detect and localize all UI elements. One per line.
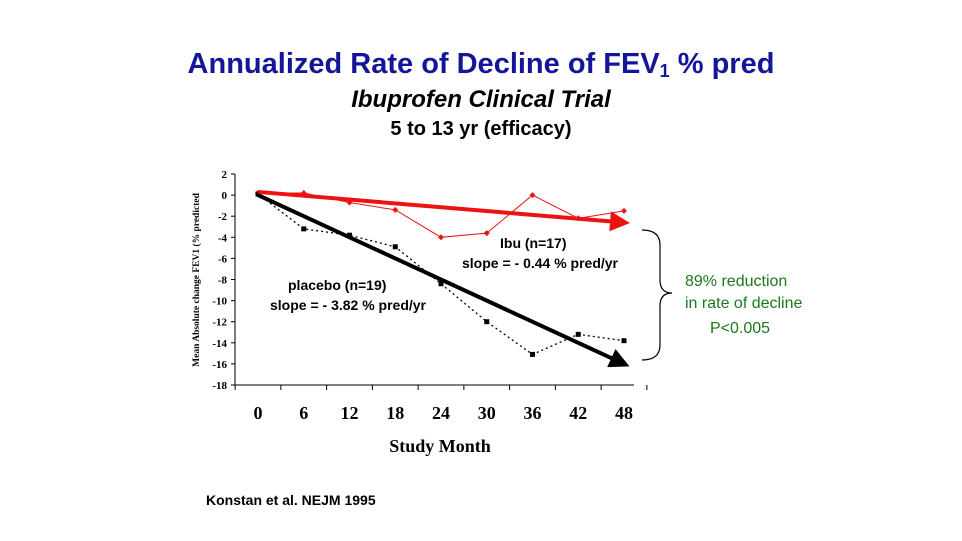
ibu-point (621, 207, 627, 214)
ibu-point (483, 230, 490, 237)
x-tick-label: 48 (615, 403, 633, 423)
x-ticks: 0 6 12 18 24 30 36 42 48 (234, 385, 648, 423)
placebo-label: placebo (n=19) (288, 277, 386, 293)
x-tick-label: 42 (569, 403, 587, 423)
reduction-text-2: in rate of decline (685, 295, 803, 312)
trend-lines (257, 189, 630, 368)
placebo-point (392, 244, 398, 250)
y-tick-label: -8 (218, 275, 228, 287)
ibu-point (438, 234, 444, 241)
y-axis-label: Mean Absolute change FEV1 (% predicted (191, 192, 202, 366)
placebo-point (621, 338, 627, 344)
x-tick-label: 30 (478, 403, 496, 423)
reduction-text-1: 89% reduction (685, 273, 787, 290)
x-tick-label: 6 (299, 403, 308, 423)
slide-subtitle: Ibuprofen Clinical Trial (351, 86, 611, 113)
placebo-point (255, 191, 261, 197)
p-value: P<0.005 (710, 320, 770, 337)
x-axis-label: Study Month (389, 436, 491, 456)
ibu-slope: slope = - 0.44 % pred/yr (462, 255, 619, 271)
x-tick-label: 0 (254, 403, 263, 423)
series-group (255, 189, 627, 357)
y-tick-label: -2 (218, 211, 228, 223)
y-tick-label: -16 (212, 359, 227, 371)
title-main: Annualized Rate of Decline of FEV (187, 48, 660, 80)
y-tick-label: -4 (218, 232, 228, 244)
y-tick-label: -14 (212, 338, 227, 350)
placebo-point (484, 319, 490, 325)
y-tick-label: 2 (222, 169, 228, 181)
slide-subtitle-2: 5 to 13 yr (efficacy) (390, 118, 572, 140)
placebo-point (438, 281, 444, 287)
title-end: % pred (669, 48, 775, 80)
slide-title: Annualized Rate of Decline of FEV1 % pre… (0, 48, 962, 82)
ibu-point (529, 192, 536, 199)
ibu-point (392, 206, 399, 213)
ibu-label: Ibu (n=17) (500, 235, 567, 251)
y-ticks: 2 0 -2 -4 -6 -8 -10 -12 -14 -16 -18 (212, 169, 235, 392)
placebo-point (575, 331, 581, 337)
y-tick-label: -10 (212, 296, 227, 308)
y-tick-label: -18 (212, 380, 227, 392)
y-tick-label: -12 (212, 317, 227, 329)
placebo-point (530, 351, 535, 357)
curly-brace (641, 229, 673, 361)
x-tick-label: 12 (341, 403, 359, 423)
ibu-trend-line (257, 189, 630, 232)
x-tick-label: 24 (432, 403, 450, 423)
x-tick-label: 36 (524, 403, 542, 423)
y-tick-label: -6 (218, 253, 228, 265)
y-tick-label: 0 (222, 190, 228, 202)
placebo-trend-line (257, 193, 630, 368)
citation: Konstan et al. NEJM 1995 (206, 492, 376, 508)
placebo-point (301, 226, 307, 232)
placebo-slope: slope = - 3.82 % pred/yr (270, 297, 427, 313)
x-tick-label: 18 (386, 403, 404, 423)
title-subscript: 1 (659, 61, 670, 81)
